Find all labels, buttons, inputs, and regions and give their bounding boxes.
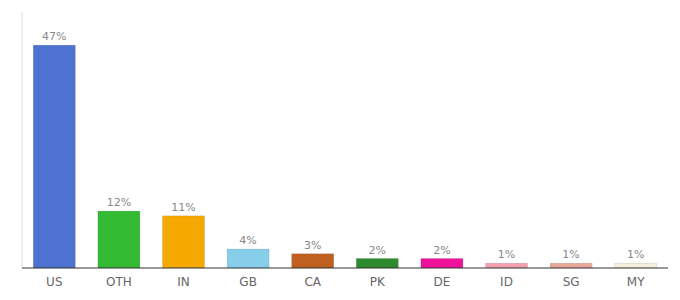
x-tick-label: CA: [304, 275, 321, 289]
bar: [227, 249, 269, 268]
data-label: 12%: [107, 196, 131, 209]
x-tick-label: ID: [500, 275, 513, 289]
x-tick-label: IN: [177, 275, 190, 289]
bar: [163, 216, 205, 268]
x-tick-label: GB: [239, 275, 257, 289]
x-tick-label: MY: [627, 275, 645, 289]
bar: [615, 263, 657, 268]
x-axis-line: [22, 268, 668, 269]
x-tick-label: US: [46, 275, 62, 289]
bar: [98, 211, 140, 268]
x-tick-label: DE: [433, 275, 450, 289]
bar: [486, 263, 528, 268]
data-label: 3%: [304, 239, 321, 252]
data-label: 11%: [171, 201, 195, 214]
x-tick-label: PK: [370, 275, 386, 289]
data-label: 47%: [42, 30, 66, 43]
bars: [33, 45, 656, 268]
x-tick-label: SG: [563, 275, 580, 289]
chart-svg: US OTH IN GB CA PK DE ID SG MY 47% 12% 11% 4% 3% 2% 2% 1%…: [0, 0, 680, 300]
bar: [33, 45, 75, 268]
bar: [356, 259, 398, 268]
data-label: 1%: [562, 248, 579, 261]
data-label: 4%: [239, 234, 256, 247]
data-label: 2%: [433, 244, 450, 257]
x-tick-label: OTH: [106, 275, 132, 289]
bar: [421, 259, 463, 268]
data-label: 2%: [369, 244, 386, 257]
data-label: 1%: [627, 248, 644, 261]
bar: [292, 254, 334, 268]
chart-container: US OTH IN GB CA PK DE ID SG MY 47% 12% 11% 4% 3% 2% 2% 1%…: [0, 0, 680, 300]
y-axis-line: [22, 12, 23, 268]
bar: [550, 263, 592, 268]
data-label: 1%: [498, 248, 515, 261]
